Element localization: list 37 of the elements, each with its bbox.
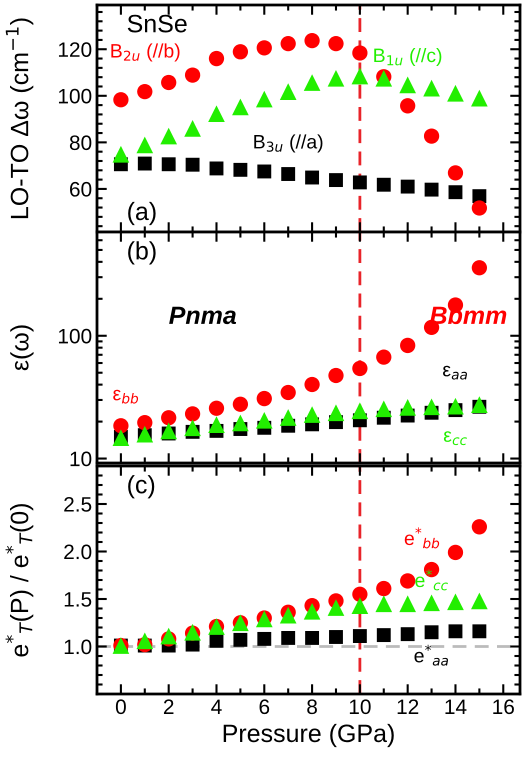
y-tick-label: 1.5 [64,592,92,607]
series-label: e$^{*}$$_{bb}$ [404,527,440,548]
y-axis-title: ε(ω) [10,325,34,370]
x-axis-title: Pressure (GPa) [224,724,394,748]
x-tick-label: 12 [398,699,418,714]
y-tick-label: 2.0 [64,544,92,560]
y-tick-label: 60 [70,182,92,197]
y-tick-label: 2.5 [64,497,92,512]
annotation: SnSe [128,14,187,32]
series-label: e$^{*}$$_{aa}$ [414,644,448,666]
annotation: (c) [128,475,154,498]
annotation: (b) [128,241,156,265]
series-label: B$_{1u}$ (//c) [374,48,442,66]
x-tick-label: 10 [350,699,371,714]
y-axis-title: LO-TO Δω (cm$^{−1}$) [6,18,34,218]
y-tick-label: 10 [70,452,92,466]
x-tick-label: 6 [260,699,270,714]
annotation: Pnma [169,306,236,324]
x-tick-label: 0 [116,699,126,714]
series-label: B$_{2u}$ (//b) [111,43,180,62]
y-tick-label: 1.0 [64,640,92,654]
series-label: B$_{3u}$ (//a) [254,134,322,152]
series-label: ε$_{cc}$ [444,431,467,446]
y-axis-title: e$^{*}$$_{T}$(P) / e$^{*}$$_{T}$(0) [6,504,34,657]
x-tick-label: 4 [211,700,222,714]
series-label: e$^{*}$$_{cc}$ [415,569,448,590]
series-label: ε$_{bb}$ [113,390,138,404]
y-tick-label: 100 [58,88,92,104]
y-tick-label: 100 [58,328,92,344]
annotation: (a) [128,202,156,226]
x-tick-label: 16 [493,699,514,714]
x-tick-label: 14 [445,700,466,714]
x-tick-label: 2 [164,699,174,714]
x-tick-label: 8 [307,699,317,714]
y-tick-label: 80 [70,135,92,150]
y-tick-label: 120 [58,42,92,57]
series-label: ε$_{aa}$ [443,366,467,380]
